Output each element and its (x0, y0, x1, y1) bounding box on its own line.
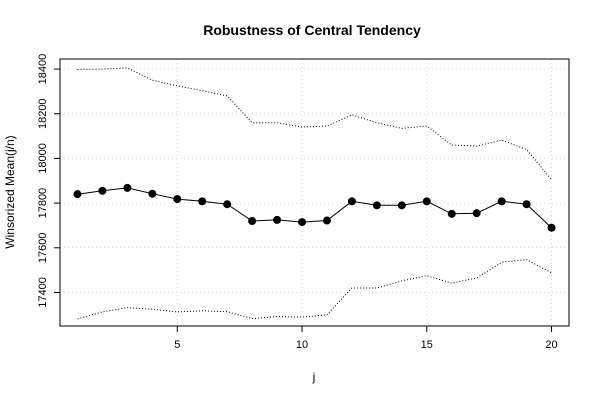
data-point (472, 209, 481, 218)
plot-frame (59, 58, 570, 327)
data-point (173, 195, 182, 204)
y-tick-label: 17800 (37, 188, 49, 219)
series-2 (77, 259, 552, 320)
data-point (273, 215, 282, 224)
x-tick-label: 20 (545, 339, 557, 351)
series-line-bound (77, 67, 552, 181)
data-point (322, 216, 331, 225)
data-point (522, 200, 531, 209)
x-tick-label: 15 (421, 339, 433, 351)
y-axis: 17400 17600 17800 18000 18200 18400 (37, 54, 60, 308)
y-tick-label: 18000 (37, 143, 49, 174)
data-point (497, 197, 506, 206)
data-point (397, 201, 406, 210)
series-line-mean (77, 187, 552, 229)
data-point (447, 209, 456, 218)
data-point (372, 201, 381, 210)
data-point (298, 218, 307, 227)
data-point (347, 197, 356, 206)
series-line-bound (77, 259, 552, 320)
y-axis-label: Winsorized Mean(j/n) (3, 135, 17, 248)
y-tick-label: 18200 (37, 98, 49, 129)
data-point (198, 197, 207, 206)
y-tick-label: 17600 (37, 233, 49, 264)
x-axis-label: j (312, 370, 316, 384)
data-point (148, 189, 157, 198)
x-tick-label: 5 (174, 339, 180, 351)
data-point (248, 216, 257, 225)
data-point (547, 223, 556, 232)
x-tick-label: 10 (296, 339, 308, 351)
data-point (223, 200, 232, 209)
chart-title: Robustness of Central Tendency (203, 22, 421, 38)
series-0 (73, 183, 556, 232)
series-layer (73, 67, 556, 320)
data-point (73, 190, 82, 199)
y-tick-label: 18400 (37, 54, 49, 85)
series-1 (77, 67, 552, 181)
data-point (422, 197, 431, 206)
x-axis: 5 10 15 20 (174, 326, 558, 351)
data-point (98, 186, 107, 195)
data-point (123, 183, 132, 192)
grid (60, 59, 569, 326)
y-tick-label: 17400 (37, 277, 49, 308)
